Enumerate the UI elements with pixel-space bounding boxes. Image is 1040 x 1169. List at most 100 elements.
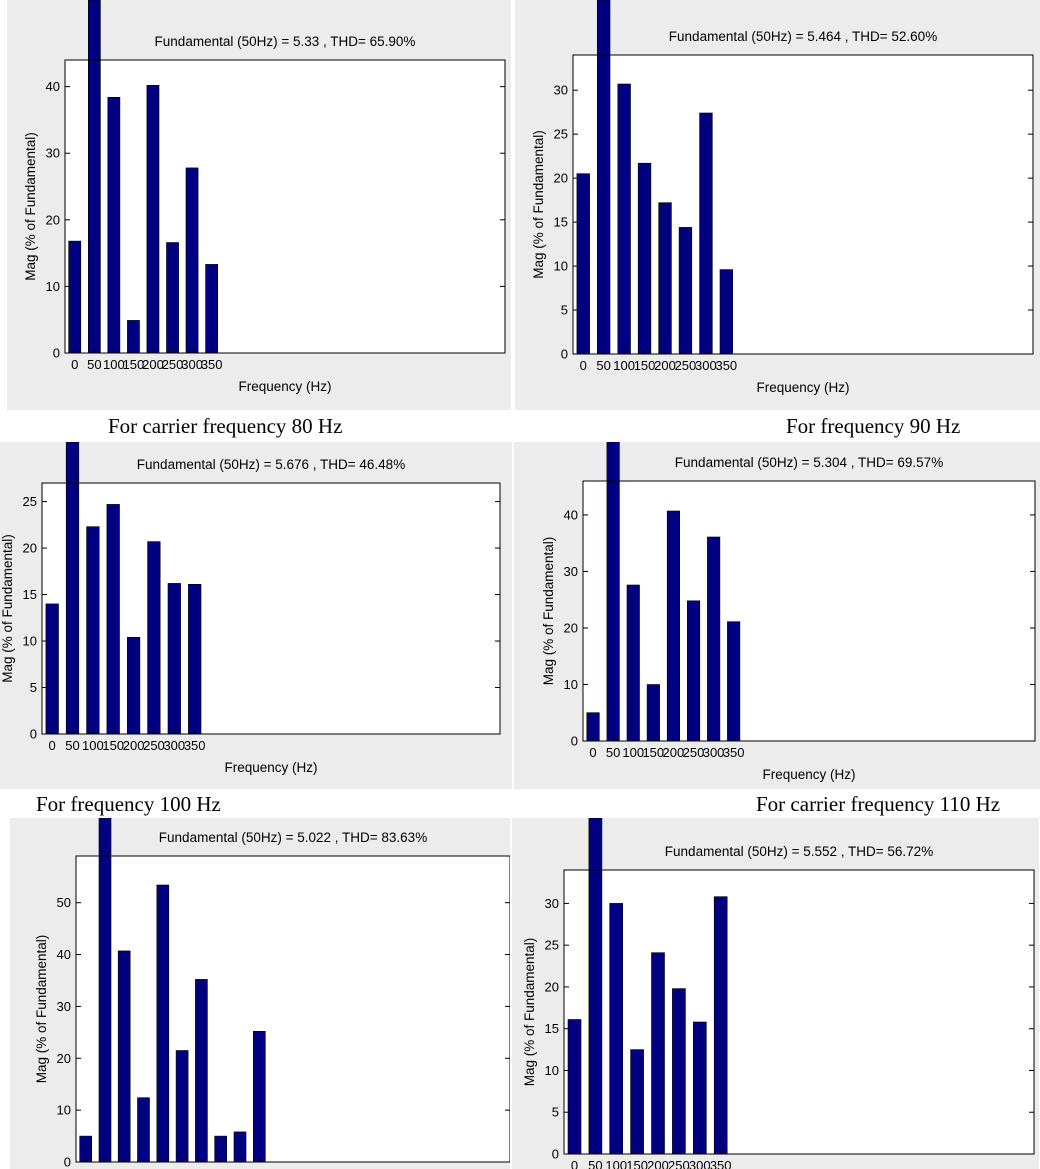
y-axis-label: Mag (% of Fundamental) — [522, 938, 537, 1087]
bar-350hz — [713, 896, 728, 1155]
bar-50hz — [98, 818, 112, 1163]
x-tick-label: 200 — [142, 357, 164, 372]
bar-200hz — [156, 884, 170, 1163]
x-tick-label: 100 — [622, 745, 644, 760]
chart-title: Fundamental (50Hz) = 5.552 , THD= 56.72% — [665, 844, 933, 859]
y-tick-label: 40 — [564, 507, 578, 522]
bar-350hz — [719, 269, 733, 355]
y-tick-label: 5 — [552, 1105, 559, 1120]
x-tick-label: 150 — [123, 357, 145, 372]
x-tick-label: 50 — [98, 1166, 112, 1169]
bar-350hz — [205, 264, 219, 354]
y-tick-label: 15 — [23, 587, 37, 602]
x-tick-label: 300 — [163, 738, 185, 753]
x-tick-label: 50 — [588, 1158, 602, 1169]
x-tick-label: 150 — [133, 1166, 155, 1169]
axes-box — [64, 59, 506, 354]
y-axis-label: Mag (% of Fundamental) — [531, 130, 546, 279]
bar-300hz — [707, 536, 721, 742]
x-tick-label: 300 — [695, 358, 717, 373]
chart-title: Fundamental (50Hz) = 5.022 , THD= 83.63% — [159, 830, 427, 845]
x-tick-label: 150 — [642, 745, 664, 760]
bar-150hz — [646, 684, 660, 742]
x-tick-label: 300 — [703, 745, 725, 760]
x-tick-label: 0 — [71, 357, 78, 372]
x-tick-label: 250 — [683, 745, 705, 760]
bar-150hz — [106, 504, 120, 735]
chart-panel-1: 0 10 20 30 40 0 50 100 150 200 250 300 350 Fundamenta… — [7, 0, 511, 410]
bar-50hz — [65, 442, 80, 735]
y-axis-label: Mag (% of Fundamental) — [541, 537, 556, 686]
x-tick-label: 0 — [589, 745, 596, 760]
bar-250hz — [147, 541, 161, 735]
y-tick-label: 25 — [23, 494, 37, 509]
x-tick-label: 100 — [113, 1166, 135, 1169]
axes-box — [563, 869, 1035, 1155]
x-tick-label: 0 — [82, 1166, 89, 1169]
y-tick-label: 40 — [57, 947, 71, 962]
y-tick-label: 25 — [545, 938, 559, 953]
axes-box — [582, 480, 1036, 742]
chart-panel-3: 0 5 10 15 20 25 0 50 100 150 200 250 300 350 Fundament… — [0, 442, 512, 789]
bar-0hz — [586, 712, 600, 742]
bar-100hz — [626, 584, 640, 742]
chart-title: Fundamental (50Hz) = 5.464 , THD= 52.60% — [669, 29, 937, 44]
bar-400hz — [233, 1131, 247, 1163]
y-tick-label: 0 — [571, 734, 578, 749]
x-tick-label: 100 — [613, 358, 635, 373]
x-tick-label: 250 — [675, 358, 697, 373]
y-tick-label: 25 — [554, 127, 568, 142]
y-tick-label: 20 — [545, 979, 559, 994]
y-tick-label: 0 — [552, 1147, 559, 1162]
y-tick-label: 20 — [46, 212, 60, 227]
x-tick-label: 450 — [248, 1166, 270, 1169]
y-axis-label: Mag (% of Fundamental) — [0, 534, 15, 683]
chart-title: Fundamental (50Hz) = 5.33 , THD= 65.90% — [155, 34, 416, 49]
bar-100hz — [117, 950, 131, 1163]
chart-panel-6: 0 5 10 15 20 25 30 0 50 100 150 200 250 300 350 Fundame… — [512, 818, 1039, 1169]
bar-450hz — [253, 1031, 266, 1163]
bar-100hz — [617, 83, 631, 355]
x-tick-label: 250 — [162, 357, 184, 372]
x-tick-label: 200 — [123, 738, 145, 753]
chart-panel-2: 0 5 10 15 20 25 30 0 50 100 150 200 250 300 350 Fundame… — [515, 0, 1040, 410]
y-tick-label: 30 — [46, 146, 60, 161]
y-tick-label: 0 — [53, 346, 60, 361]
chart-title: Fundamental (50Hz) = 5.304 , THD= 69.57% — [675, 455, 943, 470]
y-tick-label: 30 — [545, 896, 559, 911]
bar-350hz — [188, 584, 202, 735]
caption-2: For frequency 90 Hz — [786, 414, 961, 438]
x-tick-label: 250 — [668, 1158, 690, 1169]
x-tick-label: 200 — [647, 1158, 669, 1169]
axes-box — [572, 54, 1034, 355]
bar-300hz — [185, 167, 199, 354]
x-tick-label: 200 — [152, 1166, 174, 1169]
bar-200hz — [146, 85, 160, 354]
bar-200hz — [658, 202, 672, 355]
y-tick-label: 5 — [30, 680, 37, 695]
bar-50hz — [606, 442, 620, 742]
bar-200hz — [666, 510, 680, 742]
bar-250hz — [175, 1050, 189, 1163]
y-tick-label: 10 — [545, 1063, 559, 1078]
chart-panel-5: 01020304050050100150200250300350400450Fu… — [10, 818, 510, 1169]
y-tick-label: 10 — [57, 1103, 71, 1118]
y-axis-label: Mag (% of Fundamental) — [23, 132, 38, 281]
x-tick-label: 50 — [87, 357, 101, 372]
y-tick-label: 0 — [30, 727, 37, 742]
x-tick-label: 100 — [103, 357, 125, 372]
bar-150hz — [137, 1097, 150, 1163]
bar-0hz — [68, 240, 82, 354]
y-axis-label: Mag (% of Fundamental) — [34, 935, 49, 1084]
bar-0hz — [576, 173, 590, 355]
y-tick-label: 15 — [545, 1021, 559, 1036]
x-axis-label: Frequency (Hz) — [756, 380, 849, 395]
caption-4: For carrier frequency 110 Hz — [756, 792, 1001, 816]
bar-200hz — [651, 952, 665, 1155]
bar-250hz — [678, 227, 693, 355]
x-tick-label: 350 — [710, 1158, 732, 1169]
y-tick-label: 0 — [64, 1155, 71, 1169]
x-tick-label: 0 — [580, 358, 587, 373]
